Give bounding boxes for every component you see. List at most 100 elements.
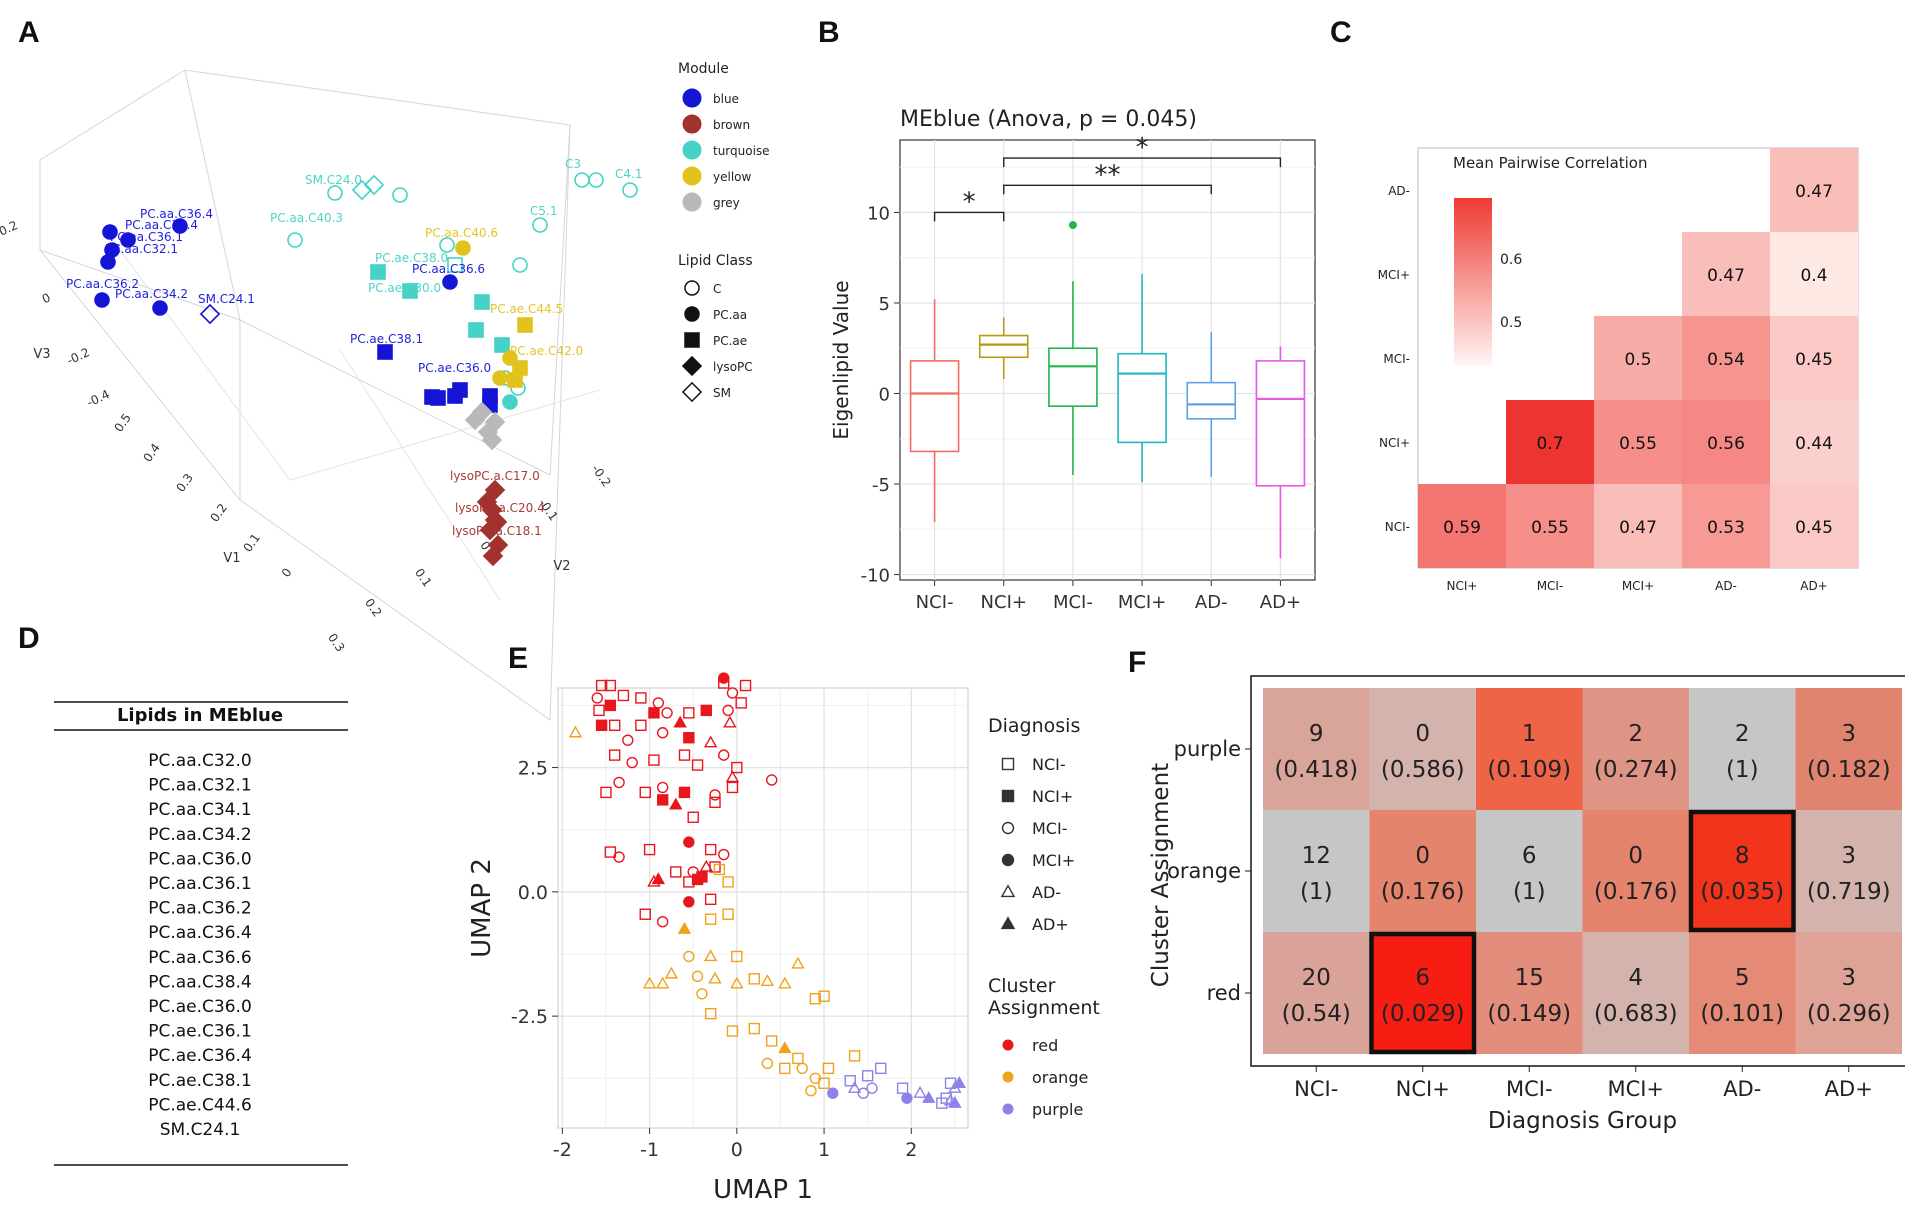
cell-pvalue-open: ( [1513, 879, 1522, 905]
umap-point [861, 1070, 874, 1082]
box-NCI+ [978, 334, 1029, 359]
significance-bracket [1003, 157, 1282, 168]
cell-pvalue: (1) [1513, 879, 1546, 905]
umap-point [761, 1057, 774, 1070]
umap-point [696, 988, 708, 1000]
cell-pvalue: (0.176) [1381, 879, 1465, 905]
diagnosis-legend-label: MCI+ [1032, 851, 1075, 870]
cell-pvalue-open: ( [1594, 879, 1603, 905]
panel-f-cluster-heatmap: 9(0.418)0(0.586)1(0.109)2(0.274)2(1)3(0.… [1148, 675, 1905, 1134]
umap-point [792, 1052, 804, 1065]
v1-tick-label: 0.2 [208, 501, 230, 525]
cell-pvalue-value: 1 [1522, 879, 1537, 905]
umap-point [656, 915, 669, 928]
umap-point [648, 754, 660, 766]
umap-point [626, 756, 638, 769]
cell-pvalue-close: ) [1562, 757, 1571, 783]
v1-tick-label: 0.5 [112, 411, 134, 435]
heatmap-cell [1682, 316, 1770, 400]
contingency-cell [1582, 932, 1689, 1054]
cell-count: 20 [1302, 965, 1331, 991]
cell-count: 3 [1841, 965, 1856, 991]
cell-pvalue-close: ) [1882, 757, 1891, 783]
a-point-grey [464, 409, 486, 431]
box-AD- [1186, 381, 1237, 420]
cell-pvalue: (0.719) [1807, 879, 1891, 905]
a-point-turquoise [502, 394, 518, 410]
cell-pvalue-value: 0.296 [1816, 1001, 1882, 1027]
a-point-blue [120, 232, 136, 248]
umap-point [687, 811, 699, 823]
panel-f-ylabel: Cluster Assignment [1148, 763, 1174, 987]
cell-pvalue-value: 0.109 [1496, 757, 1562, 783]
contingency-cell [1689, 810, 1796, 932]
heatmap-cell [1594, 316, 1682, 400]
panel-c-row-label: MCI+ [1378, 268, 1410, 282]
panel-c-colorbar [1454, 198, 1492, 366]
panel-c-col-label: MCI- [1537, 579, 1564, 593]
cell-pvalue-close: ) [1775, 879, 1784, 905]
panel-f-col-label: AD- [1723, 1077, 1761, 1101]
panel-f-xlabel: Diagnosis Group [1488, 1108, 1677, 1134]
umap-point [683, 732, 695, 744]
umap-point [642, 976, 657, 989]
lipid-table-items: PC.aa.C32.0 PC.aa.C32.1 PC.aa.C34.1 PC.aa.C… [148, 751, 252, 1140]
a-point-label: SM.C24.1 [198, 292, 255, 306]
lipid-class-legend-key [684, 306, 700, 322]
cell-pvalue-close: ) [1669, 1001, 1678, 1027]
umap-point [643, 843, 656, 856]
module-legend-key [682, 88, 702, 108]
umap-point [731, 950, 743, 963]
umap-point [827, 1087, 839, 1099]
umap-point [600, 786, 612, 799]
panel-c-correlation-heatmap: 0.47 0.47 0.4 0.5 0.54 0.45 0.7 0.55 0.56 0.44 0.5… [1378, 147, 1859, 593]
cell-count: 0 [1415, 721, 1430, 747]
heatmap-cell-value: 0.55 [1531, 518, 1569, 538]
v3-axis-title: V3 [33, 347, 50, 362]
umap-point [591, 692, 603, 704]
a-point-turquoise [402, 283, 418, 299]
contingency-cell [1582, 810, 1689, 932]
a-point-grey [481, 429, 503, 451]
a-point-label: PC.aa.C34.2 [115, 287, 188, 301]
a-point-turquoise [574, 172, 590, 188]
umap-point [725, 770, 740, 783]
panel-c-row-label: NCI- [1385, 520, 1410, 534]
diagnosis-legend-label: NCI- [1032, 755, 1066, 774]
panel-label-f: F [1128, 646, 1146, 679]
umap-point [739, 679, 752, 692]
lipid-class-legend-label: SM [713, 386, 731, 400]
panel-b-xtick-label: NCI- [916, 592, 954, 613]
panel-e-xtick-label: -2 [553, 1139, 572, 1161]
a-point-turquoise [392, 187, 408, 203]
v3-tick-label: -0.4 [85, 387, 112, 410]
diagnosis-legend-key [1001, 757, 1015, 771]
umap-point [844, 1075, 856, 1087]
module-legend-label: turquoise [713, 144, 770, 158]
umap-point [791, 956, 805, 969]
umap-point [661, 707, 673, 719]
a-point-blue [377, 344, 393, 360]
panel-c-col-label: AD- [1715, 579, 1737, 593]
a-point-blue [172, 218, 188, 234]
umap-point [875, 1062, 887, 1075]
umap-point [678, 786, 691, 799]
panel-b-xtick-label: AD+ [1260, 592, 1301, 613]
cluster-legend-title-line: Cluster [988, 975, 1056, 997]
cell-count: 5 [1735, 965, 1750, 991]
umap-point [766, 774, 778, 786]
umap-point [704, 913, 717, 925]
highlighted-cell-border [1369, 931, 1477, 1055]
a-point-blue [152, 300, 168, 316]
umap-point [778, 1041, 792, 1054]
umap-point [604, 679, 617, 692]
cell-pvalue-value: 0.149 [1496, 1001, 1562, 1027]
umap-point [691, 759, 704, 771]
a-point-turquoise [622, 182, 638, 198]
a-point-yellow [517, 317, 533, 333]
a-point-yellow [455, 240, 471, 256]
panel-c-col-label: MCI+ [1622, 579, 1654, 593]
contingency-cell [1795, 932, 1902, 1054]
cell-pvalue: (0.54) [1282, 1001, 1351, 1027]
heatmap-cell-value: 0.47 [1619, 518, 1657, 538]
